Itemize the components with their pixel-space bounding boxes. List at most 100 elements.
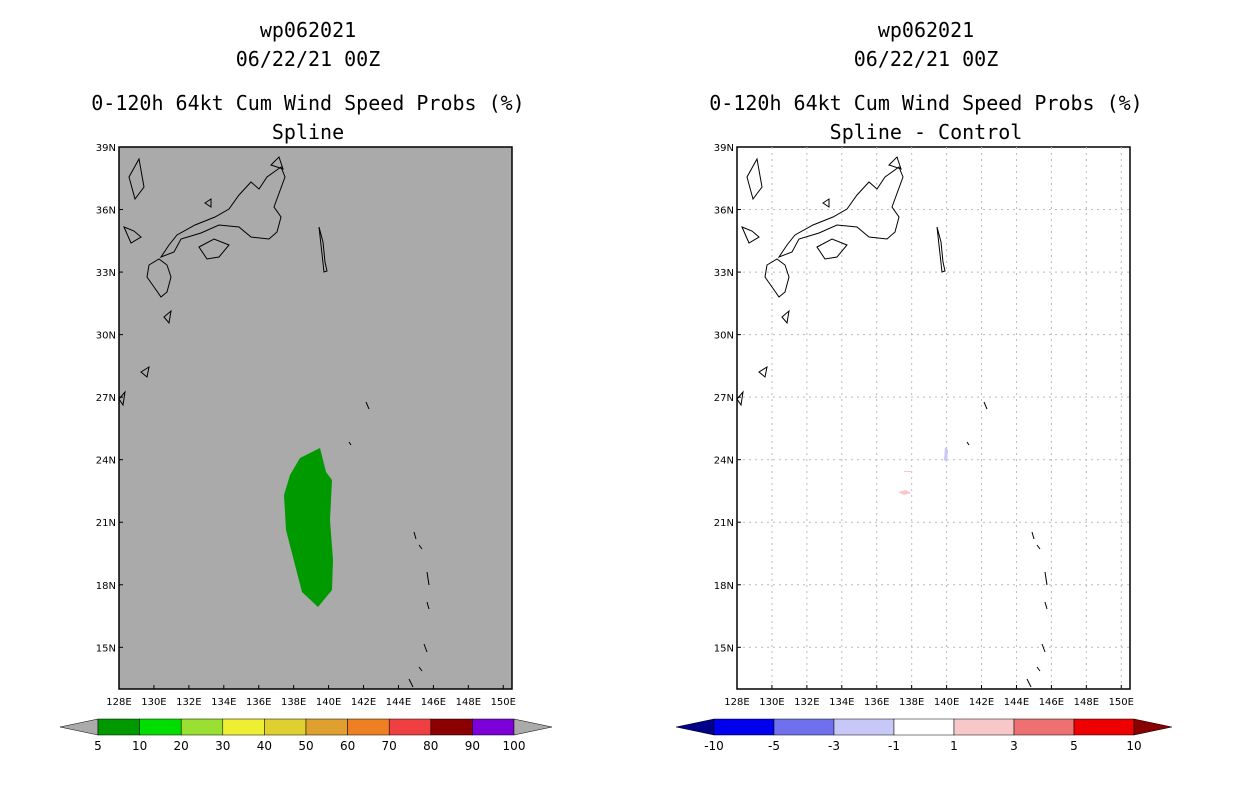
lat-tick-label: 21N	[714, 518, 734, 529]
lon-tick-label: 138E	[281, 697, 306, 708]
axis-ticks-right: 128E 130E 132E 134E 136E 138E 140E 142E 144E 146E…	[714, 143, 1134, 708]
panel-left: wp062021 06/22/21 00Z 0-120h 64kt Cum Wi…	[91, 18, 524, 708]
map-frame-left	[118, 146, 513, 690]
panel-right-title-storm: wp062021	[878, 18, 974, 42]
lat-tick-label: 36N	[96, 206, 116, 217]
lon-tick-label: 148E	[456, 697, 481, 708]
colorbar-label: 100	[503, 739, 526, 753]
colorbar-label: -1	[888, 739, 900, 753]
lat-tick-label: 15N	[714, 643, 734, 654]
colorbar-label: 40	[257, 739, 272, 753]
lat-tick-label: 15N	[96, 643, 116, 654]
colorbar-label: 80	[423, 739, 438, 753]
panel-left-title-method: Spline	[272, 120, 344, 144]
colorbar-swatch	[773, 718, 835, 736]
lat-tick-label: 21N	[96, 518, 116, 529]
lon-tick-label: 138E	[899, 697, 924, 708]
lon-tick-label: 132E	[794, 697, 819, 708]
lon-tick-label: 136E	[246, 697, 271, 708]
colorbar-label: 3	[1010, 739, 1018, 753]
panel-right: wp062021 06/22/21 00Z 0-120h 64kt Cum Wi…	[709, 18, 1142, 708]
gridlines-right	[737, 147, 1130, 689]
lat-tick-label: 36N	[714, 206, 734, 217]
colorbar-over-arrow	[1133, 718, 1173, 736]
colorbar-label: 10	[132, 739, 147, 753]
colorbar-left: 5 10 20 30 40 50 60 70 80 90 100	[59, 718, 553, 753]
colorbar-label: 50	[298, 739, 313, 753]
colorbar-label: 1	[950, 739, 958, 753]
lon-tick-label: 130E	[141, 697, 166, 708]
lon-tick-label: 148E	[1074, 697, 1099, 708]
map-frame-right	[736, 146, 1131, 690]
axis-ticks-left: 128E 130E 132E 134E 136E 138E 140E 142E 144E 146E…	[96, 143, 516, 708]
colorbar-swatch	[139, 718, 182, 736]
lon-tick-label: 130E	[759, 697, 784, 708]
colorbar-label: 70	[382, 739, 397, 753]
lon-tick-label: 146E	[1039, 697, 1064, 708]
colorbar-label: 30	[215, 739, 230, 753]
colorbar-label: -10	[704, 739, 724, 753]
colorbar-swatch	[1013, 718, 1075, 736]
colorbar-swatch	[97, 718, 140, 736]
lat-tick-label: 33N	[714, 268, 734, 279]
colorbar-swatch	[953, 718, 1015, 736]
lon-tick-label: 128E	[106, 697, 131, 708]
panel-right-title-date: 06/22/21 00Z	[854, 47, 999, 71]
colorbar-swatch	[472, 718, 515, 736]
lat-tick-label: 30N	[714, 331, 734, 342]
colorbar-under-arrow	[59, 718, 99, 736]
lon-tick-label: 146E	[421, 697, 446, 708]
lon-tick-label: 136E	[864, 697, 889, 708]
lon-tick-label: 134E	[829, 697, 854, 708]
panel-left-title-product: 0-120h 64kt Cum Wind Speed Probs (%)	[91, 91, 524, 115]
lat-tick-label: 24N	[714, 456, 734, 467]
colorbar-swatch	[388, 718, 432, 736]
lat-tick-label: 18N	[96, 581, 116, 592]
lon-tick-label: 150E	[1109, 697, 1134, 708]
colorbar-right: -10 -5 -3 -1 1 3 5 10	[675, 718, 1173, 753]
colorbar-swatch	[713, 718, 775, 736]
lat-tick-label: 27N	[714, 393, 734, 404]
panel-right-title-method: Spline - Control	[830, 120, 1023, 144]
colorbar-under-arrow	[675, 718, 715, 736]
colorbar-swatch	[347, 718, 390, 736]
colorbar-label: 60	[340, 739, 355, 753]
lon-tick-label: 144E	[1004, 697, 1029, 708]
colorbar-label: 10	[1126, 739, 1141, 753]
colorbar-over-arrow	[513, 718, 553, 736]
colorbar-swatch	[1073, 718, 1135, 736]
lon-tick-label: 134E	[211, 697, 236, 708]
lon-tick-label: 142E	[969, 697, 994, 708]
colorbar-swatch	[305, 718, 348, 736]
colorbar-swatch	[180, 718, 224, 736]
colorbar-label: 90	[465, 739, 480, 753]
colorbar-swatch	[222, 718, 265, 736]
lon-tick-label: 142E	[351, 697, 376, 708]
lat-tick-label: 39N	[96, 143, 116, 154]
colorbar-label: -3	[828, 739, 840, 753]
colorbar-label: -5	[768, 739, 780, 753]
difference-areas	[898, 447, 948, 495]
lat-tick-label: 18N	[714, 581, 734, 592]
colorbar-swatch	[430, 718, 473, 736]
panel-right-title-product: 0-120h 64kt Cum Wind Speed Probs (%)	[709, 91, 1142, 115]
lon-tick-label: 140E	[934, 697, 959, 708]
colorbar-label: 5	[1070, 739, 1078, 753]
lat-tick-label: 33N	[96, 268, 116, 279]
lat-tick-label: 24N	[96, 456, 116, 467]
lat-tick-label: 39N	[714, 143, 734, 154]
lon-tick-label: 128E	[724, 697, 749, 708]
lat-tick-label: 30N	[96, 331, 116, 342]
lon-tick-label: 132E	[176, 697, 201, 708]
colorbar-label: 20	[174, 739, 189, 753]
panel-left-title-date: 06/22/21 00Z	[236, 47, 381, 71]
lon-tick-label: 150E	[491, 697, 516, 708]
panel-left-title-storm: wp062021	[260, 18, 356, 42]
colorbar-swatch	[893, 718, 955, 736]
colorbar-label: 5	[94, 739, 102, 753]
probability-area	[284, 448, 333, 607]
colorbar-swatch	[833, 718, 895, 736]
lat-tick-label: 27N	[96, 393, 116, 404]
lon-tick-label: 144E	[386, 697, 411, 708]
